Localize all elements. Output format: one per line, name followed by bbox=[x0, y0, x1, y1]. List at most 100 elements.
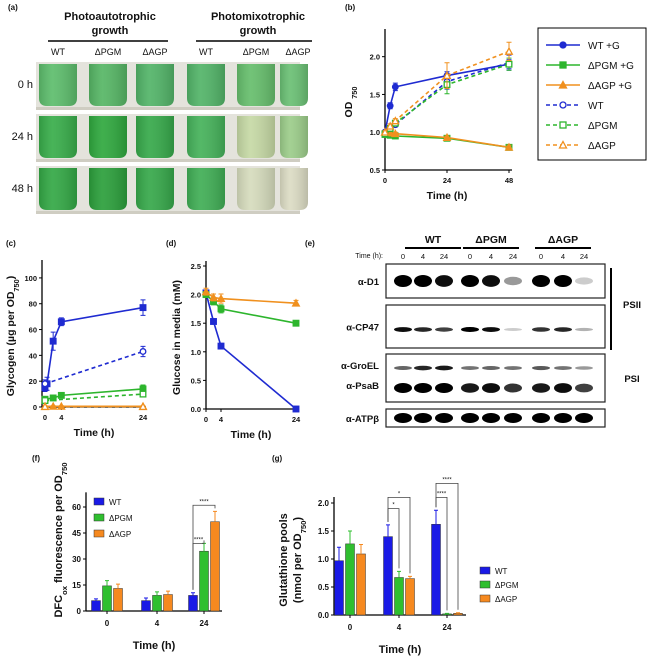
panel-label: (e) bbox=[305, 239, 315, 248]
protein-band bbox=[482, 327, 500, 332]
protein-band bbox=[575, 277, 593, 285]
series-line bbox=[44, 388, 144, 401]
legend-marker bbox=[558, 140, 568, 149]
protein-band bbox=[554, 327, 572, 332]
x-tick-label: 24 bbox=[200, 619, 209, 628]
x-axis-label: Time (h) bbox=[427, 190, 468, 202]
x-tick-label: 0 bbox=[105, 619, 110, 628]
strain-label: WT bbox=[199, 47, 213, 57]
y-tick-label: 45 bbox=[72, 529, 81, 538]
lane-label: 24 bbox=[440, 252, 448, 261]
tube-shading bbox=[39, 168, 77, 210]
y-axis-label-part: Glucose in media (mM) bbox=[171, 280, 183, 395]
x-axis-label: Time (h) bbox=[74, 427, 115, 439]
data-point bbox=[41, 380, 49, 388]
y-tick-label: 20 bbox=[29, 377, 37, 386]
data-point bbox=[57, 391, 65, 399]
protein-band bbox=[482, 413, 500, 423]
y-axis-label: Glucose in media (mM) bbox=[171, 280, 183, 395]
tube-shading bbox=[39, 64, 77, 106]
data-point bbox=[442, 70, 452, 80]
data-point bbox=[292, 319, 300, 327]
significance-label: **** bbox=[194, 537, 204, 543]
series-wt bbox=[41, 345, 147, 389]
series-line bbox=[44, 393, 144, 402]
protein-band bbox=[394, 366, 412, 370]
tube-shading bbox=[136, 64, 174, 106]
legend-label: WT bbox=[588, 101, 604, 112]
protein-band bbox=[482, 366, 500, 370]
protein-band bbox=[435, 365, 453, 371]
error-bar bbox=[116, 583, 120, 589]
error-bar bbox=[213, 510, 217, 522]
strain-label: ΔAGP bbox=[142, 47, 167, 57]
time-row-label: 24 h bbox=[12, 131, 33, 143]
significance-bracket bbox=[192, 504, 216, 590]
legend-swatch bbox=[93, 513, 105, 522]
protein-band bbox=[482, 275, 500, 287]
y-axis-label-part: (nmol per OD bbox=[292, 533, 304, 603]
tube-shading bbox=[187, 116, 225, 158]
protein-band bbox=[394, 327, 412, 332]
tube-rack-edge bbox=[36, 159, 300, 162]
data-point bbox=[139, 390, 147, 398]
x-tick-label: 48 bbox=[505, 176, 513, 185]
data-point bbox=[210, 318, 217, 325]
protein-band bbox=[461, 413, 479, 423]
error-bar bbox=[155, 591, 159, 596]
y-tick-label: 0 bbox=[77, 607, 82, 616]
chart-b: 0.5 1.0 1.5 2.0 0 24 48 Time (h) OD 750 bbox=[343, 29, 514, 202]
data-point bbox=[138, 401, 148, 411]
strain-label: WT bbox=[51, 47, 65, 57]
x-tick-label: 24 bbox=[443, 176, 452, 185]
legend-swatch bbox=[93, 497, 105, 506]
bar bbox=[442, 613, 452, 616]
y-tick-label: 2.0 bbox=[370, 53, 380, 62]
legend-marker bbox=[558, 80, 568, 89]
panel-label: (g) bbox=[272, 454, 283, 463]
antibody-label: α-GroEL bbox=[341, 361, 379, 372]
legend-swatch bbox=[479, 580, 491, 589]
data-point bbox=[292, 405, 300, 413]
y-axis-label-part: 750 bbox=[299, 521, 308, 534]
group-header: growth bbox=[92, 25, 129, 37]
time-row-label: 0 h bbox=[18, 79, 33, 91]
lane-label: 4 bbox=[561, 252, 565, 261]
lane-label: 24 bbox=[509, 252, 517, 261]
data-point bbox=[442, 132, 452, 141]
legend-label: ΔAGP bbox=[495, 595, 517, 604]
protein-band bbox=[554, 413, 572, 423]
significance-bracket bbox=[435, 483, 459, 610]
legend-label: ΔPGM bbox=[109, 514, 133, 523]
data-point bbox=[57, 318, 65, 326]
y-tick-label: 2.0 bbox=[318, 499, 330, 508]
complex-label: PSI bbox=[624, 374, 639, 385]
y-axis-label-part: Glutathione pools bbox=[278, 513, 290, 607]
y-tick-label: 1.0 bbox=[191, 348, 201, 357]
protein-band bbox=[532, 327, 550, 332]
legend-label: ΔAGP bbox=[109, 530, 131, 539]
x-tick-label: 4 bbox=[59, 413, 64, 422]
chart-g: 0.00.51.01.52.00 4 24** ********Time (h)Glu… bbox=[278, 477, 466, 656]
tube-shading bbox=[187, 168, 225, 210]
protein-band bbox=[482, 383, 500, 393]
bar bbox=[383, 536, 393, 616]
data-point bbox=[390, 116, 400, 125]
protein-band bbox=[394, 383, 412, 393]
x-tick-label: 0 bbox=[348, 623, 353, 632]
y-tick-label: 40 bbox=[29, 351, 37, 360]
blot-group-label: WT bbox=[425, 234, 442, 246]
protein-band bbox=[435, 327, 453, 332]
x-tick-label: 24 bbox=[292, 415, 301, 424]
significance-label: * bbox=[392, 503, 395, 509]
legend-marker bbox=[559, 61, 567, 69]
legend-marker bbox=[559, 121, 567, 129]
protein-band bbox=[394, 275, 412, 287]
y-tick-label: 2.5 bbox=[191, 262, 201, 271]
antibody-label: α-PsaB bbox=[346, 381, 379, 392]
y-tick-label: 0.5 bbox=[370, 166, 380, 175]
data-point bbox=[291, 298, 301, 307]
legend-label: ΔPGM +G bbox=[588, 61, 634, 72]
data-point bbox=[504, 46, 514, 55]
protein-band bbox=[394, 413, 412, 423]
